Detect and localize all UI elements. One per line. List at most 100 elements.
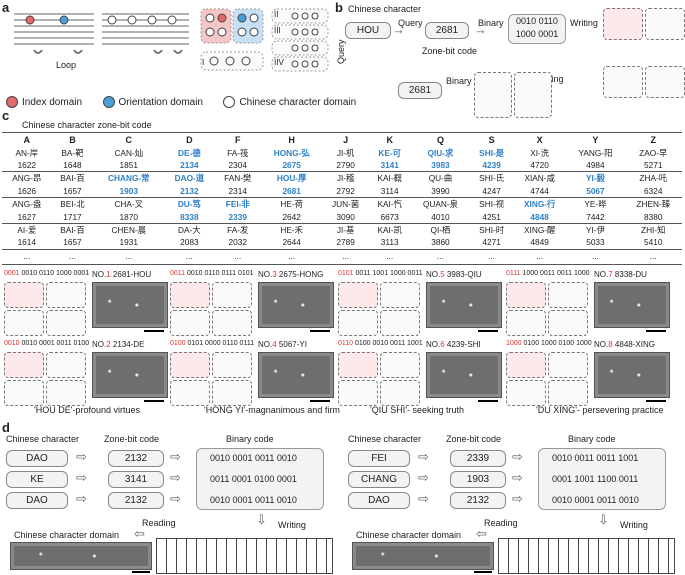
column-header: X <box>536 135 543 146</box>
char-pill: KE <box>6 471 68 488</box>
read-index-block <box>603 66 643 98</box>
table-cell: 3114 <box>368 184 411 198</box>
char-pill: FEI <box>348 450 410 467</box>
sample-label: NO.8 4848-XING <box>594 340 655 349</box>
table-cell: 4239 <box>470 158 513 173</box>
sample-char-block <box>380 282 420 308</box>
legend-index: Index domain <box>6 96 82 109</box>
sample-char-block <box>338 380 378 406</box>
writing-label: Writing <box>620 520 648 530</box>
reading-label: Reading <box>142 518 176 528</box>
legend: Index domain Orientation domain Chinese … <box>6 92 372 110</box>
table-cell: ... <box>591 250 599 261</box>
table-cell: 5271 <box>624 158 682 173</box>
table-row: 1622 1648 1851 2134 2304 2675 2790 3141 3983 4239… <box>2 158 682 173</box>
table-cell: BEI-北 <box>60 199 85 210</box>
table-cell: KAI-凯 <box>377 224 402 235</box>
table-cell: 1627 <box>2 210 52 224</box>
table-cell: ... <box>342 250 350 261</box>
table-cell: 1657 <box>51 236 94 250</box>
sample-char-block <box>212 380 252 406</box>
sample-char-block <box>506 380 546 406</box>
table-cell: JI-基 <box>336 224 355 235</box>
code-pill: 2681 <box>425 22 469 39</box>
arrow-left-icon: ⇦ <box>476 526 487 541</box>
sample-char-block <box>46 380 86 406</box>
table-cell: 7442 <box>566 210 625 224</box>
caption-3: 'QIU SHI'- seeking truth <box>370 405 464 415</box>
sample-char-block <box>4 380 44 406</box>
sample-char-block <box>548 380 588 406</box>
table-cell: XING-醒 <box>523 224 556 235</box>
table-cell: 3990 <box>410 184 471 198</box>
header-character: Chinese character <box>6 434 80 444</box>
zone-bit-table: A B C D F H J K Q S X Y Z AN-岸 BA-靶 CAN-灿 DE-德 FA-筏 HONG-弘… <box>2 134 682 262</box>
column-header: B <box>69 135 76 146</box>
table-cell: KAI-忾 <box>377 199 402 210</box>
table-cell: ... <box>125 250 133 261</box>
column-header: Z <box>650 135 656 146</box>
arrow-right-icon: ⇨ <box>512 449 523 464</box>
sample-char-block <box>212 352 252 378</box>
table-cell: 1717 <box>51 210 94 224</box>
table-cell: XI-洗 <box>530 147 550 158</box>
sample-label: NO.6 4239-SHI <box>426 340 481 349</box>
sample-char-block <box>548 352 588 378</box>
table-cell: 4251 <box>470 210 513 224</box>
table-cell: AN-岸 <box>15 147 39 158</box>
table-cell: 2339 <box>214 210 261 224</box>
table-cell: QUAN-泉 <box>422 199 458 210</box>
column-header: D <box>186 135 193 146</box>
sample-index-block <box>506 352 546 378</box>
table-cell: 1614 <box>2 236 52 250</box>
table-cell: 3141 <box>368 158 411 173</box>
table-row: ANG-盎 BEI-北 CHA-叉 DU-笃 FEI-非 HE-荷 JUN-菌 KAI-忾 QU… <box>2 197 682 210</box>
column-header: Q <box>436 135 444 146</box>
sample-index-block <box>4 282 44 308</box>
hou-pill: HOU <box>345 22 391 39</box>
table-cell: 4271 <box>470 236 513 250</box>
afm-image <box>426 282 502 328</box>
sample-char-block <box>46 352 86 378</box>
char-pill: DAO <box>6 450 68 467</box>
legend-character: Chinese character domain <box>223 96 356 109</box>
table-cell: 4849 <box>512 236 567 250</box>
query-back-label: Query <box>336 39 346 64</box>
table-cell: 4744 <box>512 184 567 198</box>
table-cell: ... <box>68 250 76 261</box>
table-cell: 2681 <box>260 184 323 198</box>
table-cell: 4720 <box>512 158 567 173</box>
sample-binary: 1000 0100 1000 0100 1000 <box>506 340 592 347</box>
binary-grid <box>498 538 675 574</box>
column-header: C <box>125 135 132 146</box>
sample-7: 0111 1000 0011 0011 1000 NO.7 8338-DU <box>506 270 671 336</box>
table-cell: 1657 <box>51 184 94 198</box>
table-cell: ... <box>649 250 657 261</box>
afm-image <box>258 282 334 328</box>
table-cell: YE-晔 <box>584 199 607 210</box>
binary-text: 0010 0001 0011 0010 <box>210 453 297 463</box>
arrow-right-icon: ⇨ <box>170 470 181 485</box>
sample-label: NO.5 3983-QIU <box>426 270 482 279</box>
arrow-right-icon: ⇨ <box>418 491 429 506</box>
table-cell: YI-毅 <box>585 173 605 184</box>
arrow-right-icon: ⇨ <box>76 470 87 485</box>
table-cell: BAI-百 <box>60 173 85 184</box>
sample-binary: 0111 1000 0011 0011 1000 <box>506 270 590 277</box>
sample-char-block <box>380 310 420 336</box>
binary-label: Binary <box>478 18 504 28</box>
table-cell: DU-笃 <box>177 199 201 210</box>
scale-bar <box>144 400 164 402</box>
table-cell: 2642 <box>260 210 323 224</box>
sample-binary: 0101 0011 1001 1000 0011 <box>338 270 423 277</box>
sample-char-block <box>170 380 210 406</box>
code-pill: 2132 <box>108 450 164 467</box>
table-cell: ZAO-早 <box>639 147 668 158</box>
arrow-right-icon: ⇨ <box>170 491 181 506</box>
arrow-right-icon: ⇨ <box>418 449 429 464</box>
table-cell: 1851 <box>93 158 165 173</box>
table-cell: QIU-求 <box>427 147 454 158</box>
arrow-right-icon: ⇨ <box>76 449 87 464</box>
sample-1: 0001 0010 0110 1000 0001 NO.1 2681-HOU <box>4 270 169 336</box>
arrow-right-icon: ⇨ <box>76 491 87 506</box>
